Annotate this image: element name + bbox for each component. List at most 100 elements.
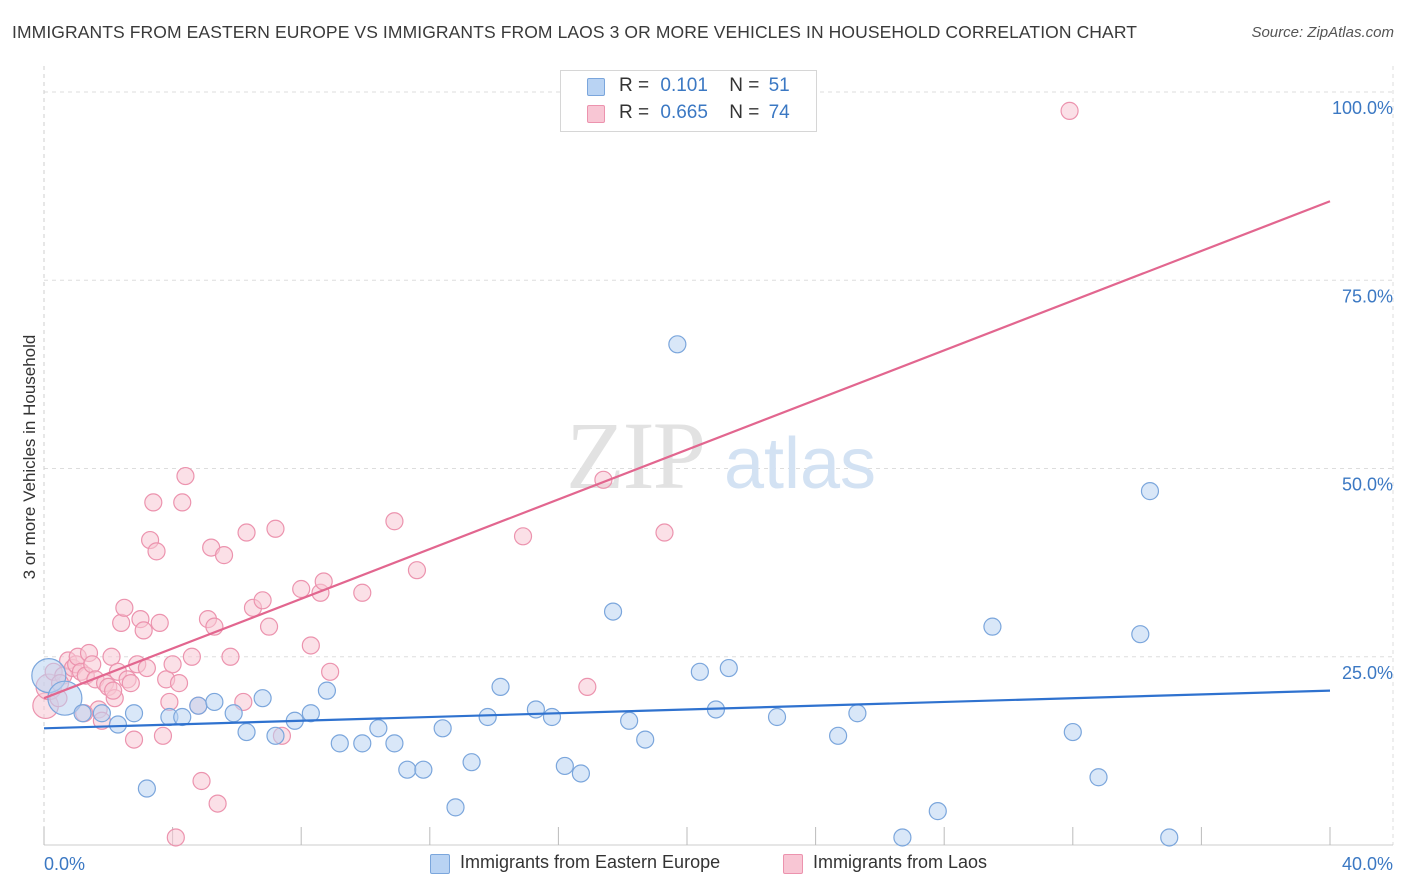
laos-point-64 — [385, 512, 404, 531]
trend-lines — [43, 200, 1331, 730]
eastern-europe-point-14 — [266, 726, 285, 745]
eastern-europe-point-42 — [848, 704, 867, 723]
eastern-europe-point-28 — [491, 677, 510, 696]
y-tick-labels: 25.0% 50.0% 75.0% 100.0% — [1332, 98, 1393, 683]
x-tick-label-min: 0.0% — [44, 854, 85, 874]
laos-point-37 — [163, 655, 182, 674]
eastern-europe-point-25 — [446, 798, 465, 817]
x-tick-label-max: 40.0% — [1342, 854, 1393, 874]
legend-n-value-blue: 51 — [768, 75, 790, 96]
laos-point-38 — [166, 828, 185, 847]
eastern-europe-point-47 — [1089, 768, 1108, 787]
laos-point-70 — [1060, 101, 1079, 120]
y-tick-label-3: 100.0% — [1332, 98, 1393, 118]
laos-point-24 — [121, 674, 140, 693]
eastern-europe-point-16 — [301, 704, 320, 723]
laos-point-44 — [192, 771, 211, 791]
eastern-europe-point-18 — [330, 734, 349, 753]
eastern-europe-point-41 — [829, 726, 848, 745]
eastern-europe-point-13 — [253, 689, 272, 708]
x-axis — [43, 827, 1393, 846]
eastern-europe-point-22 — [398, 760, 417, 779]
source-label: Source: ZipAtlas.com — [1251, 24, 1394, 41]
y-tick-label-2: 75.0% — [1342, 286, 1393, 306]
laos-point-56 — [266, 519, 285, 538]
eastern-europe-point-46 — [1063, 722, 1082, 742]
chart-title: IMMIGRANTS FROM EASTERN EUROPE VS IMMIGR… — [12, 22, 1138, 42]
eastern-europe-point-45 — [983, 617, 1002, 636]
eastern-europe-point-24 — [433, 719, 452, 738]
eastern-europe-point-6 — [137, 779, 156, 798]
eastern-europe-point-10 — [205, 692, 224, 712]
laos-point-40 — [173, 493, 192, 512]
laos-point-39 — [169, 674, 189, 693]
eastern-europe-point-50 — [1160, 828, 1179, 847]
laos-point-62 — [321, 662, 340, 681]
eastern-europe-point-11 — [224, 704, 243, 723]
eastern-europe-point-32 — [571, 764, 591, 783]
eastern-europe-point-43 — [893, 828, 912, 847]
eastern-europe-point-17 — [317, 681, 337, 700]
laos-point-63 — [353, 583, 372, 602]
laos-point-59 — [301, 636, 320, 655]
watermark: ZIP atlas — [566, 402, 876, 509]
eastern-europe-point-20 — [369, 719, 388, 738]
legend-r-value-pink: 0.665 — [660, 102, 708, 123]
laos-point-42 — [182, 647, 201, 666]
laos-point-73 — [104, 681, 123, 700]
legend-swatch-blue — [587, 78, 605, 96]
laos-point-18 — [102, 647, 121, 666]
legend-n-label: N = — [729, 102, 760, 123]
legend-n-label: N = — [729, 75, 760, 96]
eastern-europe-point-48 — [1131, 625, 1150, 644]
laos-point-33 — [150, 613, 169, 632]
watermark-zip: ZIP — [566, 402, 704, 509]
laos-point-34 — [153, 726, 173, 745]
eastern-europe-point-2 — [73, 704, 92, 723]
laos-point-29 — [137, 658, 156, 678]
y-tick-label-1: 50.0% — [1342, 475, 1393, 495]
legend-n-value-pink: 74 — [768, 102, 790, 123]
eastern-europe-point-49 — [1140, 482, 1160, 501]
series-eastern-europe-points — [31, 335, 1179, 847]
legend-r-value-blue: 0.101 — [660, 75, 708, 96]
y-tick-label-0: 25.0% — [1342, 663, 1393, 683]
bottom-legend-swatch-blue — [430, 854, 450, 874]
bottom-legend-label-blue: Immigrants from Eastern Europe — [460, 852, 721, 872]
laos-point-66 — [513, 527, 533, 546]
laos-point-41 — [176, 466, 195, 486]
laos-point-36 — [160, 692, 179, 712]
eastern-europe-point-29 — [526, 700, 545, 719]
eastern-europe-point-35 — [636, 730, 655, 749]
eastern-europe-point-34 — [620, 711, 639, 730]
eastern-europe-point-1 — [47, 680, 83, 716]
correlation-legend: R = 0.101 N = 51 R = 0.665 N = 74 — [560, 70, 817, 132]
eastern-europe-point-19 — [353, 734, 372, 753]
legend-swatch-pink — [587, 105, 605, 123]
eastern-europe-point-4 — [108, 715, 128, 734]
trend-line-laos — [43, 200, 1331, 700]
eastern-europe-point-3 — [92, 704, 111, 723]
laos-point-54 — [253, 591, 272, 610]
laos-point-55 — [259, 617, 279, 636]
trend-line-eastern-europe — [43, 689, 1331, 730]
eastern-europe-point-33 — [603, 602, 623, 621]
eastern-europe-point-44 — [928, 802, 947, 821]
laos-point-12 — [83, 655, 102, 674]
laos-point-67 — [578, 677, 597, 696]
laos-point-50 — [221, 647, 240, 666]
laos-point-31 — [144, 493, 163, 512]
laos-point-25 — [124, 730, 144, 749]
legend-r-label: R = — [619, 102, 650, 123]
eastern-europe-point-31 — [555, 756, 574, 776]
bottom-legend-swatch-pink — [783, 854, 803, 874]
laos-point-48 — [208, 794, 227, 813]
eastern-europe-point-37 — [690, 662, 709, 681]
eastern-europe-point-5 — [124, 704, 144, 723]
eastern-europe-point-27 — [478, 707, 497, 727]
laos-point-65 — [407, 561, 427, 580]
laos-point-69 — [655, 523, 674, 542]
eastern-europe-point-21 — [385, 734, 404, 753]
eastern-europe-point-30 — [542, 707, 562, 727]
